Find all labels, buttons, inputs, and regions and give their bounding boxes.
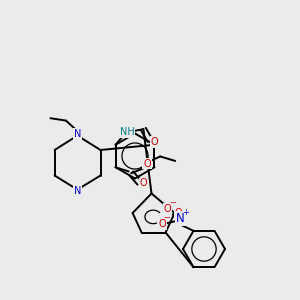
Text: N: N — [74, 186, 81, 196]
Text: −: − — [169, 198, 176, 207]
Text: −: − — [163, 213, 170, 222]
Text: O: O — [164, 204, 172, 214]
Text: N: N — [74, 129, 81, 139]
Text: O: O — [158, 219, 166, 229]
Text: N: N — [176, 212, 185, 225]
Text: NH: NH — [119, 127, 134, 137]
Text: O: O — [143, 159, 151, 169]
Text: O: O — [150, 137, 158, 147]
Text: +: + — [182, 208, 189, 217]
Text: O: O — [140, 178, 148, 188]
Text: O: O — [175, 208, 183, 218]
